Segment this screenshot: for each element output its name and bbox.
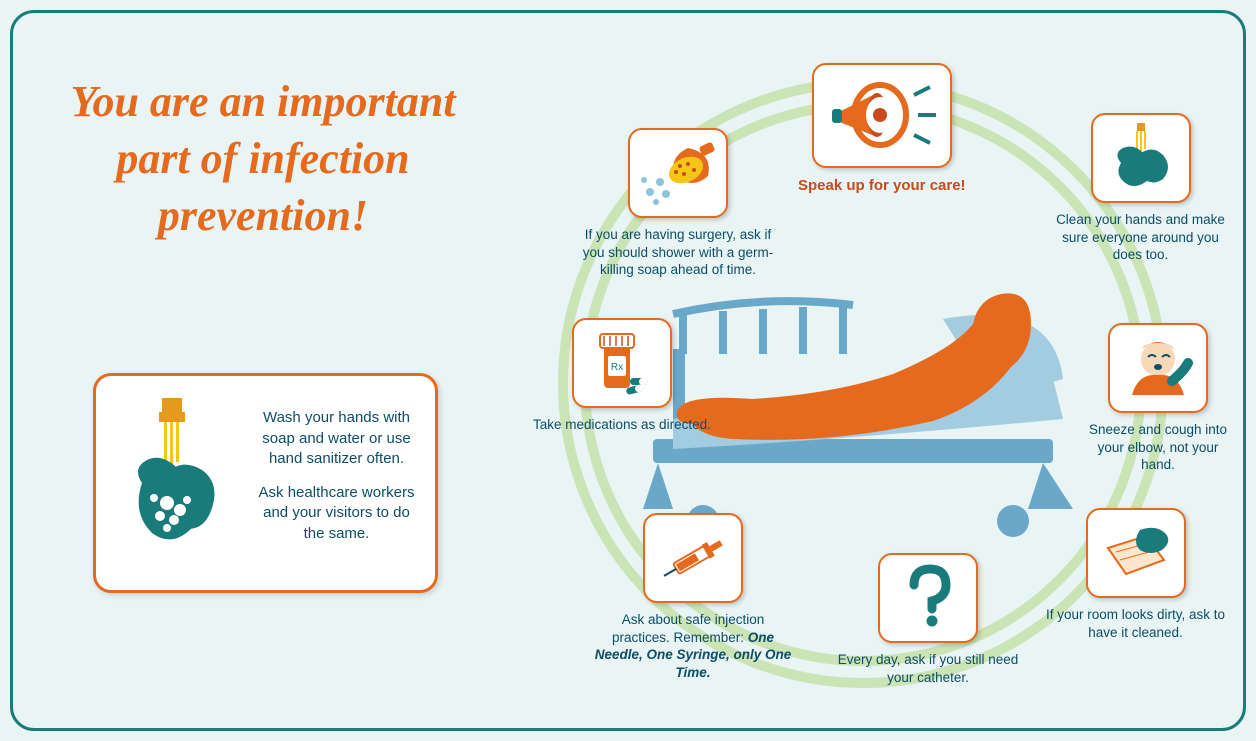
tile-label-catheter: Every day, ask if you still need your ca… bbox=[828, 651, 1028, 686]
wipe-icon bbox=[1086, 508, 1186, 598]
tile-label-speak-up: Speak up for your care! bbox=[798, 176, 966, 196]
tile-syringe: Ask about safe injection practices. Reme… bbox=[593, 513, 793, 681]
tile-label-syringe: Ask about safe injection practices. Reme… bbox=[593, 611, 793, 681]
tile-hands: Clean your hands and make sure everyone … bbox=[1048, 113, 1233, 264]
tile-pills: Rx Take medications as directed. bbox=[533, 318, 711, 434]
syringe-text-pre: Ask about safe injection practices. Reme… bbox=[612, 612, 764, 645]
circle-diagram: Speak up for your care! If you are havin… bbox=[493, 43, 1233, 723]
handwash-line2: Ask healthcare workers and your visitors… bbox=[254, 483, 419, 544]
tile-label-sneeze: Sneeze and cough into your elbow, not yo… bbox=[1083, 421, 1233, 474]
showerhead-icon bbox=[628, 128, 728, 218]
tile-label-pills: Take medications as directed. bbox=[533, 416, 711, 434]
tile-label-shower: If you are having surgery, ask if you sh… bbox=[578, 226, 778, 279]
tile-sneeze: Sneeze and cough into your elbow, not yo… bbox=[1083, 323, 1233, 474]
sneeze-icon bbox=[1108, 323, 1208, 413]
handwash-text: Wash your hands with soap and water or u… bbox=[242, 408, 419, 558]
hands-wash-icon bbox=[1091, 113, 1191, 203]
faucet-hands-icon bbox=[112, 398, 242, 568]
question-mark-icon bbox=[878, 553, 978, 643]
page-title: You are an important part of infection p… bbox=[53, 73, 473, 245]
megaphone-icon bbox=[812, 63, 952, 168]
tile-shower: If you are having surgery, ask if you sh… bbox=[578, 128, 778, 279]
handwash-line1: Wash your hands with soap and water or u… bbox=[254, 408, 419, 469]
tile-speak-up: Speak up for your care! bbox=[798, 63, 966, 196]
syringe-icon bbox=[643, 513, 743, 603]
pill-bottle-icon: Rx bbox=[572, 318, 672, 408]
tile-catheter: Every day, ask if you still need your ca… bbox=[828, 553, 1028, 686]
main-frame: You are an important part of infection p… bbox=[10, 10, 1246, 731]
tile-label-clean: If your room looks dirty, ask to have it… bbox=[1038, 606, 1233, 641]
svg-text:Rx: Rx bbox=[611, 362, 623, 373]
tile-label-hands: Clean your hands and make sure everyone … bbox=[1048, 211, 1233, 264]
tile-clean-room: If your room looks dirty, ask to have it… bbox=[1038, 508, 1233, 641]
handwash-card: Wash your hands with soap and water or u… bbox=[93, 373, 438, 593]
